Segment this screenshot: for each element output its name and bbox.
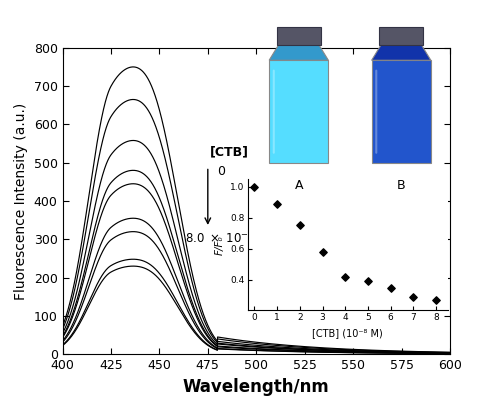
Bar: [379, 27, 424, 45]
Text: [CTB]: [CTB]: [210, 146, 249, 159]
Text: A: A: [294, 179, 303, 192]
X-axis label: [CTB] (10⁻⁸ M): [CTB] (10⁻⁸ M): [312, 328, 383, 338]
X-axis label: Wavelength/nm: Wavelength/nm: [183, 378, 330, 396]
Polygon shape: [269, 45, 328, 60]
Y-axis label: Fluorescence Intensity (a.u.): Fluorescence Intensity (a.u.): [14, 102, 28, 300]
Bar: [276, 27, 321, 45]
Text: 0: 0: [218, 165, 226, 178]
Text: B: B: [397, 179, 406, 192]
Point: [296, 222, 304, 228]
Text: $8.0\ \times\ 10^{-8}$ M: $8.0\ \times\ 10^{-8}$ M: [184, 230, 268, 246]
Polygon shape: [372, 60, 431, 163]
Point: [341, 274, 349, 281]
Point: [364, 278, 372, 284]
Polygon shape: [269, 60, 328, 163]
Point: [273, 201, 281, 207]
Y-axis label: F/F₀: F/F₀: [215, 235, 225, 255]
Point: [386, 285, 394, 291]
Point: [318, 249, 326, 256]
Polygon shape: [372, 45, 431, 60]
Point: [432, 297, 440, 303]
Point: [250, 183, 258, 190]
Point: [410, 293, 418, 300]
